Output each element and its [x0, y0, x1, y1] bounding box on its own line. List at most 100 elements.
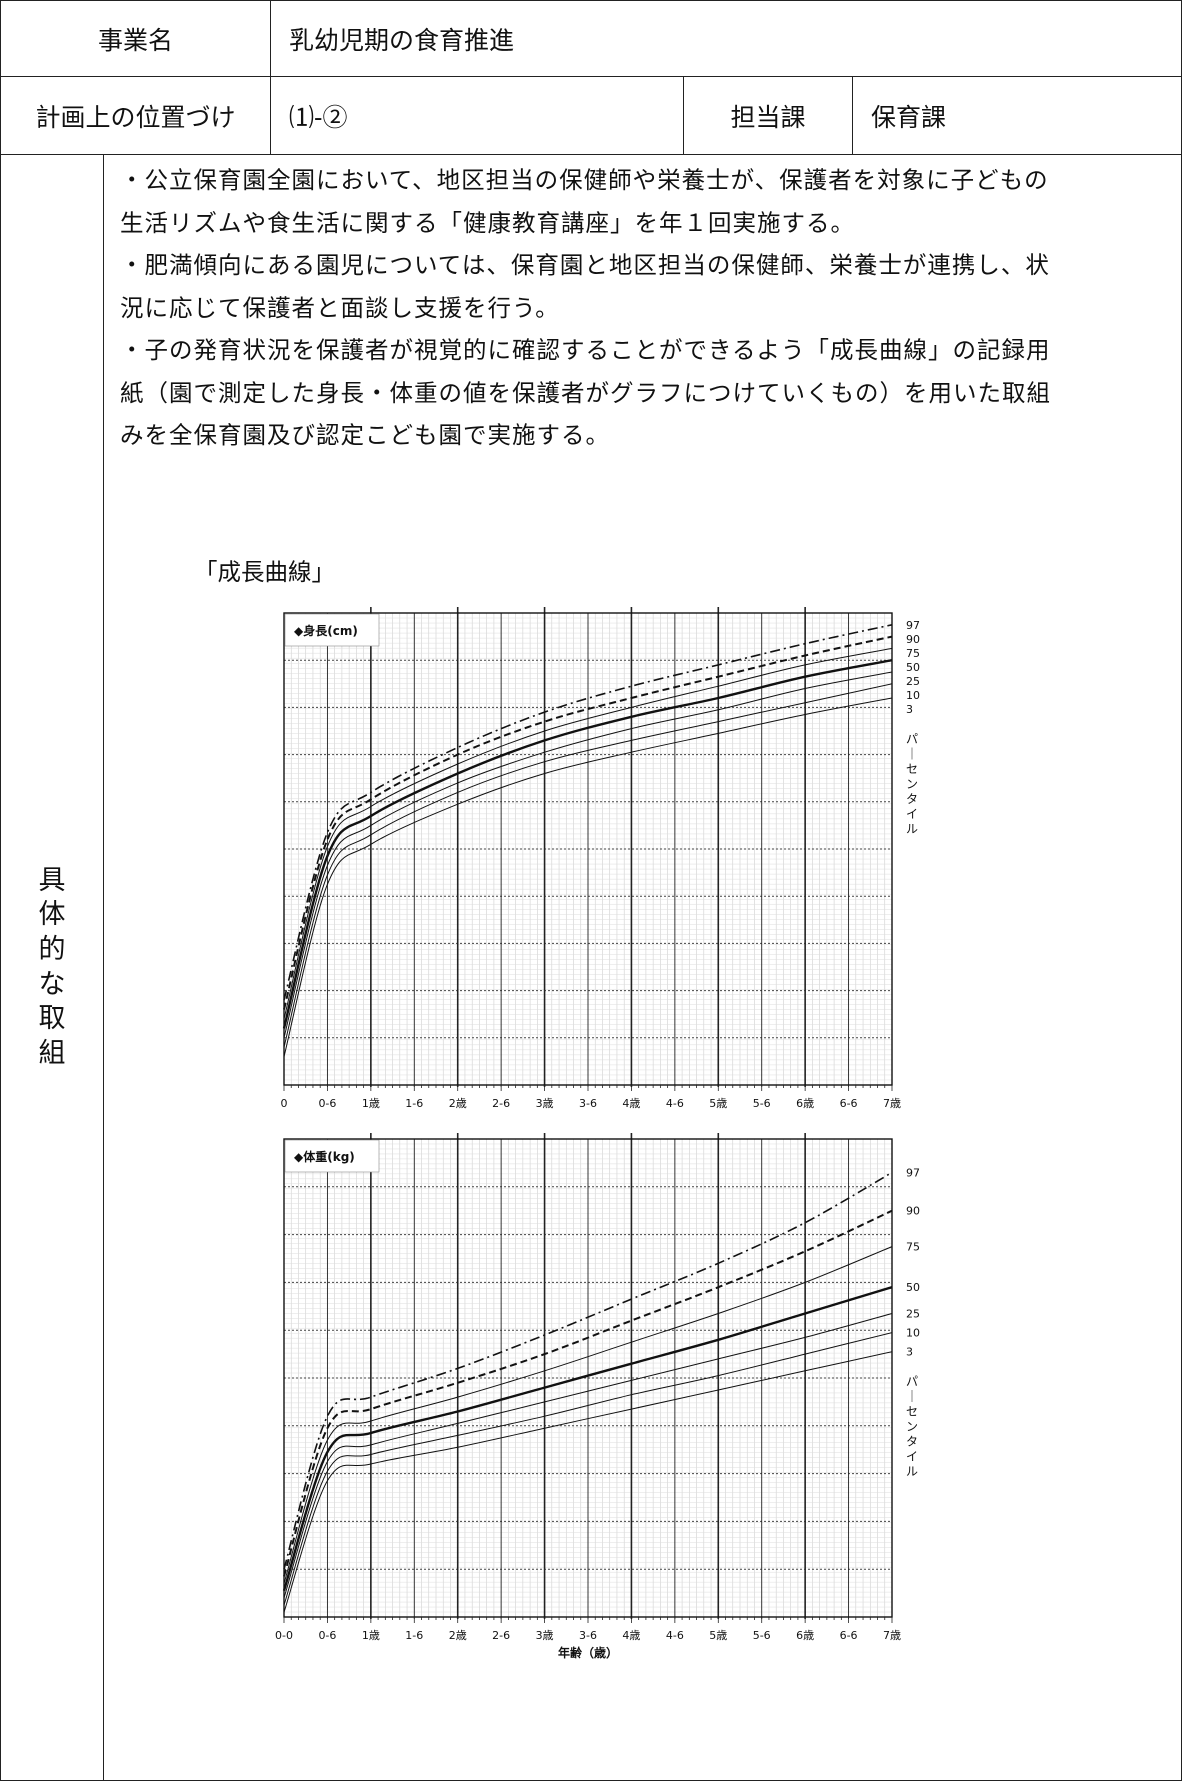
x-tick-label: 6歳: [796, 1097, 814, 1110]
department-value: 保育課: [852, 76, 1182, 155]
x-tick-label: 4歳: [622, 1097, 640, 1110]
x-tick-label: 3-6: [579, 1097, 597, 1110]
x-tick-label: 6歳: [796, 1629, 814, 1642]
paragraph-line: 紙（園で測定した身長・体重の値を保護者がグラフにつけていくもの）を用いた取組: [120, 378, 1051, 407]
description-text: ・公立保育園全園において、地区担当の保健師や栄養士が、保護者を対象に子どもの 生活…: [120, 159, 1180, 457]
side-label-char: パ: [906, 1375, 918, 1389]
percentile-label: 50: [906, 1281, 920, 1294]
percentile-curve-90: [283, 635, 893, 1010]
percentile-curve-3: [283, 697, 893, 1057]
section-label: 具体的な取組: [38, 864, 66, 1069]
percentile-curve-50: [282, 659, 893, 1029]
percentile-curve-75: [283, 647, 893, 1020]
x-axis-label: 年齢（歳）: [558, 1645, 618, 1660]
title-box: [284, 613, 380, 647]
percentile-label: 10: [906, 689, 920, 702]
x-tick-label: 4-6: [666, 1097, 684, 1110]
x-tick-label: 3-6: [579, 1629, 597, 1642]
side-label-char: ｜: [906, 1390, 918, 1404]
side-label-char: セ: [906, 762, 918, 776]
percentile-curve-97: [283, 1171, 893, 1570]
x-tick-label: 1-6: [405, 1097, 423, 1110]
percentile-curve-50: [282, 1286, 893, 1592]
percentile-curve-25: [283, 671, 893, 1038]
x-tick-label: 6-6: [840, 1097, 858, 1110]
side-label-char: ル: [906, 1465, 918, 1479]
side-label-char: イ: [906, 807, 918, 821]
x-tick-label: 5-6: [753, 1097, 771, 1110]
x-tick-label: 4-6: [666, 1629, 684, 1642]
x-tick-label: 7歳: [883, 1097, 901, 1110]
department-label: 担当課: [683, 76, 854, 155]
percentile-curve-10: [283, 683, 893, 1048]
position-row: 計画上の位置づけ ⑴-② 担当課 保育課: [0, 76, 1182, 155]
weight-growth-chart: 0-0 0-6 1歳 1-6 2歳 2-6 3歳 3-6 4歳 4-6 5歳 5-6 6歳 6-6 7歳年齢…: [275, 1133, 920, 1660]
side-label-char: タ: [906, 792, 918, 806]
chart-title: ◆身長(cm): [294, 623, 358, 638]
project-name-label: 事業名: [0, 0, 272, 77]
percentile-curve-10: [283, 1332, 893, 1606]
x-tick-label: 2-6: [492, 1629, 510, 1642]
x-tick-label: 3歳: [536, 1097, 554, 1110]
x-tick-label: 0-0: [275, 1629, 293, 1642]
percentile-curve-3: [283, 1351, 893, 1613]
percentile-label: 90: [906, 633, 920, 646]
x-tick-label: 1歳: [362, 1097, 380, 1110]
paragraph-line: ・子の発育状況を保護者が視覚的に確認することができるよう「成長曲線」の記録用: [120, 336, 1051, 364]
section-label-cell: 具体的な取組: [0, 154, 104, 1781]
x-tick-label: 0-6: [318, 1097, 336, 1110]
plan-position-value: ⑴-②: [270, 76, 685, 155]
x-tick-label: 1-6: [405, 1629, 423, 1642]
percentile-curve-25: [283, 1313, 893, 1599]
percentile-label: 3: [906, 1346, 913, 1359]
percentile-label: 90: [906, 1205, 920, 1218]
x-tick-label: 7歳: [883, 1629, 901, 1642]
percentile-curve-90: [283, 1209, 893, 1577]
project-name-value: 乳幼児期の食育推進: [270, 0, 1182, 77]
percentile-label: 75: [906, 647, 920, 660]
percentile-label: 3: [906, 703, 913, 716]
title-box: [284, 1139, 380, 1173]
percentile-label: 97: [906, 619, 920, 632]
percentile-label: 50: [906, 661, 920, 674]
chart-body: 0-0 0-6 1歳 1-6 2歳 2-6 3歳 3-6 4歳 4-6 5歳 5-6 6歳 6-6 7歳年齢…: [275, 1133, 920, 1660]
x-tick-label: 4歳: [622, 1629, 640, 1642]
x-tick-label: 0-6: [318, 1629, 336, 1642]
paragraph-line: ・肥満傾向にある園児については、保育園と地区担当の保健師、栄養士が連携し、状: [120, 251, 1050, 279]
height-growth-chart: 0 0-6 1歳 1-6 2歳 2-6 3歳 3-6 4歳 4-6 5歳 5-6 6歳 6-6 7歳 ◆身長(…: [281, 607, 920, 1110]
percentile-label: 97: [906, 1166, 920, 1179]
percentile-label: 25: [906, 1307, 920, 1320]
percentile-curve-75: [283, 1246, 893, 1584]
side-label-char: イ: [906, 1450, 918, 1464]
side-label-char: パ: [906, 732, 918, 746]
x-tick-label: 6-6: [840, 1629, 858, 1642]
side-label-char: ン: [906, 1420, 918, 1434]
content-row: 具体的な取組 ・公立保育園全園において、地区担当の保健師や栄養士が、保護者を対象…: [0, 154, 1182, 1781]
x-tick-label: 1歳: [362, 1629, 380, 1642]
content-cell: ・公立保育園全園において、地区担当の保健師や栄養士が、保護者を対象に子どもの 生活…: [102, 154, 1182, 1781]
x-tick-label: 3歳: [536, 1629, 554, 1642]
side-label-char: ン: [906, 777, 918, 791]
side-label-char: セ: [906, 1405, 918, 1419]
chart-body: 0 0-6 1歳 1-6 2歳 2-6 3歳 3-6 4歳 4-6 5歳 5-6 6歳 6-6 7歳 ◆身長(…: [281, 607, 920, 1110]
side-label-char: ｜: [906, 747, 918, 761]
percentile-label: 25: [906, 675, 920, 688]
x-tick-label: 2歳: [449, 1629, 467, 1642]
x-tick-label: 5歳: [709, 1629, 727, 1642]
paragraph-line: みを全保育園及び認定こども園で実施する。: [120, 421, 610, 449]
x-tick-label: 5歳: [709, 1097, 727, 1110]
paragraph-line: 況に応じて保護者と面談し支援を行う。: [120, 293, 560, 322]
x-tick-label: 2歳: [449, 1097, 467, 1110]
x-tick-label: 5-6: [753, 1629, 771, 1642]
x-tick-label: 0: [281, 1097, 288, 1110]
figure-caption: 「成長曲線」: [194, 558, 335, 586]
paragraph-line: ・公立保育園全園において、地区担当の保健師や栄養士が、保護者を対象に子どもの: [120, 166, 1049, 194]
project-row: 事業名 乳幼児期の食育推進: [0, 0, 1182, 77]
x-tick-label: 2-6: [492, 1097, 510, 1110]
chart-title: ◆体重(kg): [294, 1149, 355, 1164]
plan-position-label: 計画上の位置づけ: [0, 76, 272, 155]
percentile-label: 10: [906, 1327, 920, 1340]
